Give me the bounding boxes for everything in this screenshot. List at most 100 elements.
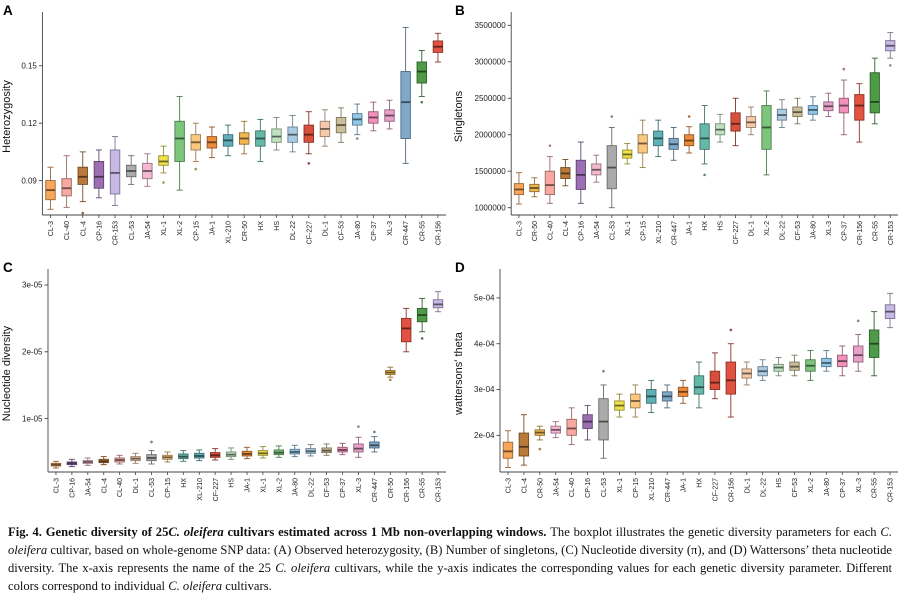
x-tick-label: CL-53 xyxy=(149,478,156,497)
x-tick-label: DL-1 xyxy=(749,221,756,236)
x-tick-label: XL-210 xyxy=(197,478,204,501)
y-tick-label: 2000000 xyxy=(475,130,507,139)
caption-segment: cultivar, based on whole-genome SNP data… xyxy=(8,542,892,575)
x-tick-label: CL-3 xyxy=(506,478,513,493)
x-tick-label: DL-22 xyxy=(308,478,315,497)
outlier-point xyxy=(842,67,846,71)
x-tick-label: CP-16 xyxy=(69,478,76,498)
x-tick-label: CP-16 xyxy=(578,221,585,241)
x-tick-label: CR-156 xyxy=(728,478,735,502)
outlier-point xyxy=(150,440,153,444)
x-tick-label: XL-2 xyxy=(764,221,771,236)
box-D-XL-2: XL-2 xyxy=(805,350,816,493)
x-tick-label: XL-2 xyxy=(808,478,815,493)
outlier-point xyxy=(888,64,892,67)
caption-segment: C. oleifera xyxy=(168,578,223,593)
x-tick-label: CR-447 xyxy=(671,221,678,245)
x-tick-label: CR-55 xyxy=(872,221,879,241)
box-A-CR-55: CR-55 xyxy=(416,50,427,241)
box-D-XL-210: XL-210 xyxy=(646,379,657,501)
box-C-CP-15: CP-15 xyxy=(162,451,173,498)
caption-segment: Fig. 4. Genetic diversity of 25 xyxy=(8,525,169,539)
x-tick-label: HS xyxy=(274,221,281,231)
y-tick-label: 3500000 xyxy=(475,21,507,30)
y-tick-label: 1000000 xyxy=(475,203,507,212)
y-tick-label: 1e-05 xyxy=(22,414,43,423)
box-B-CR-55: CR-55 xyxy=(869,57,880,241)
box-A-DL-1: DL-1 xyxy=(319,109,331,236)
box-A-DL-22: DL-22 xyxy=(287,115,298,240)
x-tick-label: XL-2 xyxy=(276,478,283,493)
box-A-CF-227: CF-227 xyxy=(303,111,314,244)
caption-segment: C. oleifera xyxy=(275,560,331,575)
x-tick-label: CR-50 xyxy=(532,221,539,241)
x-tick-label: CR-50 xyxy=(537,478,544,498)
box-C-CR-156: CR-156 xyxy=(401,307,412,502)
caption-segment: C. oleifera xyxy=(8,525,892,557)
box-A-CL-40: CL-40 xyxy=(61,155,72,240)
box-A-CR-156: CR-156 xyxy=(432,32,444,245)
x-tick-label: HX xyxy=(181,478,188,488)
box-C-CL-3: CL-3 xyxy=(50,460,62,493)
box-B-JA-1: JA-1 xyxy=(684,115,695,235)
y-tick-label: 0.12 xyxy=(21,119,37,128)
outlier-point xyxy=(856,319,860,323)
box-D-DL-22: DL-22 xyxy=(757,359,768,497)
box-A-CR-153: CR-153 xyxy=(109,136,121,245)
outlier-point xyxy=(355,137,359,140)
box-B-CF-53: CF-53 xyxy=(792,97,803,240)
y-axis-title: Heterozygosity xyxy=(1,80,13,153)
box-A-CP-15: CP-15 xyxy=(190,122,201,241)
x-tick-label: CR-55 xyxy=(419,221,426,241)
x-tick-label: XL-1 xyxy=(617,478,624,493)
box-C-XL-1: XL-1 xyxy=(257,446,269,493)
panel-letter: C xyxy=(3,260,13,275)
x-tick-label: CR-50 xyxy=(388,478,395,498)
x-tick-label: CF-227 xyxy=(713,478,720,501)
box-D-CF-53: CF-53 xyxy=(789,354,800,497)
x-tick-label: XL-3 xyxy=(356,478,363,493)
box-C-CF-227: CF-227 xyxy=(209,448,221,501)
panel-B-boxplot: B Singletons 1000000 1500000 2000000 2500000 3… xyxy=(453,3,898,245)
box-A-JA-1: JA-1 xyxy=(206,126,218,235)
outlier-point xyxy=(610,115,614,118)
box-A-HS: HS xyxy=(271,117,282,231)
panel-letter: D xyxy=(455,260,465,275)
box-B-XL-3: XL-3 xyxy=(823,92,834,236)
x-tick-label: HS xyxy=(718,221,725,231)
box-B-DL-1: DL-1 xyxy=(745,106,757,236)
box-A-CL-3: CL-3 xyxy=(45,166,56,236)
box-C-XL-3: XL-3 xyxy=(353,425,364,493)
x-tick-label: CR-447 xyxy=(665,478,672,502)
x-tick-label: CR-55 xyxy=(872,478,879,498)
y-axis-title: Singletons xyxy=(453,90,465,142)
box-B-CR-156: CR-156 xyxy=(854,83,865,245)
x-tick-label: CL-53 xyxy=(601,478,608,497)
caption-segment: The boxplot illustrates the genetic dive… xyxy=(550,525,881,539)
caption-segment: cultivars. xyxy=(222,578,272,593)
x-tick-label: CF-227 xyxy=(213,478,220,501)
box-D-CR-156: CR-156 xyxy=(725,328,737,502)
box-B-CL-4: CL-4 xyxy=(560,159,571,236)
x-tick-label: HX xyxy=(702,221,709,231)
y-tick-label: 2500000 xyxy=(475,94,507,103)
box-D-CR-50: CR-50 xyxy=(534,425,546,498)
outlier-point xyxy=(357,425,360,428)
outlier-point xyxy=(373,430,376,434)
x-tick-label: CL-53 xyxy=(129,221,136,240)
box-A-CR-50: CR-50 xyxy=(238,120,250,241)
box-B-CP-37: CP-37 xyxy=(838,67,849,241)
x-tick-label: DL-22 xyxy=(290,221,297,240)
x-tick-label: CL-3 xyxy=(48,221,55,236)
panel-B: B Singletons 1000000 1500000 2000000 2500000 3… xyxy=(452,2,904,259)
outlier-point xyxy=(420,337,424,340)
box-B-CL-53: CL-53 xyxy=(606,115,617,240)
box-B-HS: HS xyxy=(714,113,726,231)
x-tick-label: CF-227 xyxy=(306,221,313,244)
box-C-XL-210: XL-210 xyxy=(194,449,205,501)
x-tick-label: CR-447 xyxy=(372,478,379,502)
figure-panels-grid: A Heterozygosity 0.09 0.12 0.15 CL-3 CL-40 CL-4… xyxy=(0,2,904,516)
caption-segment: cultivars estimated across 1 Mb non-over… xyxy=(223,525,551,539)
figure-caption: Fig. 4. Genetic diversity of 25C. oleife… xyxy=(0,516,904,596)
